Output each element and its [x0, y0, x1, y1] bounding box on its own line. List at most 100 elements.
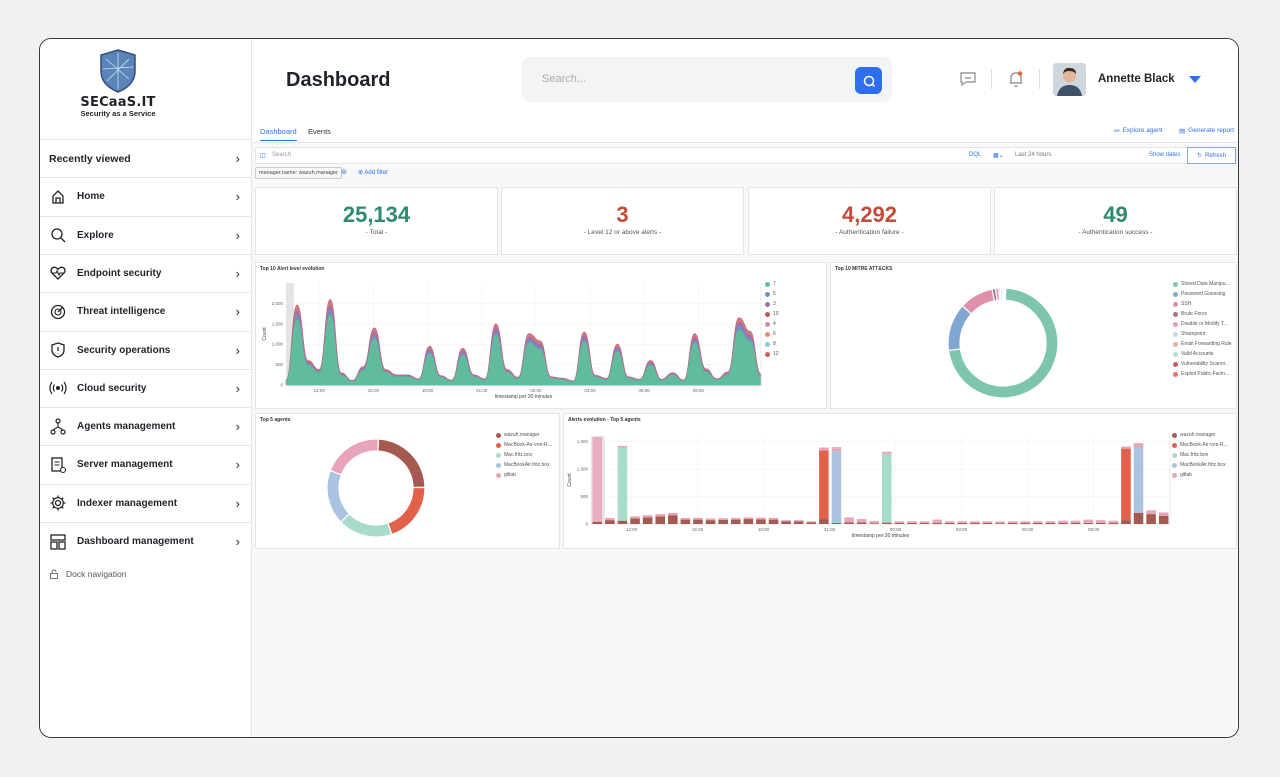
bar-segment[interactable]	[1070, 522, 1081, 524]
bar-segment[interactable]	[1146, 514, 1156, 524]
saved-query-icon[interactable]: ◫	[260, 153, 266, 159]
bar-segment[interactable]	[831, 447, 842, 449]
bar-segment[interactable]	[894, 521, 905, 523]
bar-segment[interactable]	[1121, 448, 1131, 521]
bar-segment[interactable]	[932, 519, 942, 523]
pie-slice[interactable]	[947, 305, 973, 352]
bar-segment[interactable]	[693, 517, 703, 520]
chat-icon[interactable]	[958, 69, 978, 89]
bar-segment[interactable]	[617, 445, 628, 448]
legend-item[interactable]: Email Forwarding Rule	[1173, 339, 1232, 349]
bar-segment[interactable]	[605, 520, 615, 524]
bar-segment[interactable]	[705, 518, 716, 521]
bar-segment[interactable]	[1121, 520, 1131, 524]
bar-segment[interactable]	[919, 521, 930, 523]
bar-segment[interactable]	[1045, 522, 1056, 524]
sidebar-item-dashboard-management[interactable]: Dashboard management ›	[40, 522, 252, 560]
calendar-icon[interactable]: ▦⌄	[993, 153, 1004, 159]
pie-slice[interactable]	[961, 288, 996, 315]
legend-item[interactable]: gitlab	[496, 470, 552, 480]
bar-segment[interactable]	[844, 522, 854, 524]
legend-item[interactable]: wazuh.manager	[496, 430, 552, 440]
legend-item[interactable]: 8	[765, 339, 779, 349]
query-bar[interactable]: ◫ Search DQL ▦⌄ Last 24 hours Show dates…	[255, 147, 1237, 164]
legend-item[interactable]: 7	[765, 279, 779, 289]
sidebar-item-home[interactable]: Home ›	[40, 177, 252, 215]
bar-segment[interactable]	[831, 451, 842, 523]
bar-segment[interactable]	[806, 522, 817, 524]
bar-segment[interactable]	[756, 519, 766, 524]
legend-item[interactable]: 3	[765, 299, 779, 309]
bar-segment[interactable]	[957, 522, 968, 524]
time-range[interactable]: Last 24 hours	[1015, 152, 1052, 158]
bar-segment[interactable]	[617, 447, 628, 521]
bar-segment[interactable]	[793, 520, 804, 522]
bar-segment[interactable]	[592, 437, 603, 521]
legend-item[interactable]: MacBook-Air-von-R...	[1172, 440, 1228, 450]
bar-segment[interactable]	[642, 517, 653, 524]
legend-item[interactable]: Stored Data Manipu...	[1173, 279, 1232, 289]
bar-segment[interactable]	[1083, 519, 1093, 523]
bar-segment[interactable]	[1095, 522, 1106, 524]
bar-segment[interactable]	[730, 519, 741, 524]
sidebar-item-server-management[interactable]: Server management ›	[40, 445, 252, 483]
refresh-button[interactable]: ↻ Refresh	[1187, 147, 1236, 164]
bar-segment[interactable]	[856, 519, 867, 523]
legend-item[interactable]: gitlab	[1172, 470, 1228, 480]
tab-dashboard[interactable]: Dashboard	[260, 127, 297, 141]
sidebar-item-explore[interactable]: Explore ›	[40, 215, 252, 254]
pie-slice[interactable]	[326, 469, 351, 523]
bar-segment[interactable]	[995, 523, 1005, 524]
pie-slice[interactable]	[329, 438, 380, 476]
legend-item[interactable]: MacBookAir.fritz.box	[1172, 460, 1228, 470]
bar-segment[interactable]	[919, 522, 930, 524]
bar-segment[interactable]	[1007, 521, 1018, 523]
bar-segment[interactable]	[630, 516, 640, 519]
bar-segment[interactable]	[1133, 513, 1144, 524]
bar-segment[interactable]	[944, 522, 955, 524]
sidebar-item-security-operations[interactable]: Security operations ›	[40, 330, 252, 369]
bar-segment[interactable]	[957, 521, 968, 523]
metric-card[interactable]: 4,292 - Authentication failure -	[748, 187, 991, 255]
bar-segment[interactable]	[705, 520, 716, 524]
bar-segment[interactable]	[869, 520, 879, 524]
bar-segment[interactable]	[970, 521, 980, 523]
bar-segment[interactable]	[882, 522, 892, 524]
bar-segment[interactable]	[1133, 447, 1144, 513]
bar-segment[interactable]	[730, 517, 741, 520]
logo[interactable]: SECaaS.IT Security as a Service	[78, 49, 158, 118]
bar-segment[interactable]	[1020, 522, 1031, 524]
pie-slice[interactable]	[387, 486, 426, 536]
bar-segment[interactable]	[1070, 520, 1081, 523]
metric-card[interactable]: 25,134 - Total -	[255, 187, 498, 255]
show-dates-button[interactable]: Show dates	[1149, 152, 1181, 158]
metric-card[interactable]: 49 - Authentication success -	[994, 187, 1237, 255]
bar-segment[interactable]	[743, 519, 754, 524]
explore-agent-link[interactable]: ⚯ Explore agent	[1114, 127, 1163, 135]
filter-pill[interactable]: manager.name: wazuh.manager	[255, 167, 342, 179]
legend-item[interactable]: 4	[765, 319, 779, 329]
avatar[interactable]	[1053, 63, 1086, 96]
bar-segment[interactable]	[617, 520, 628, 524]
bar-segment[interactable]	[907, 522, 917, 524]
bar-segment[interactable]	[756, 517, 766, 520]
bar-segment[interactable]	[1108, 522, 1119, 524]
bar-segment[interactable]	[1045, 521, 1056, 523]
legend-item[interactable]: Valid Accounts	[1173, 349, 1232, 359]
bar-segment[interactable]	[592, 521, 603, 524]
bar-segment[interactable]	[1108, 520, 1119, 523]
pie-slice[interactable]	[1003, 287, 1007, 301]
legend-item[interactable]: Brute Force	[1173, 309, 1232, 319]
sidebar-item-cloud-security[interactable]: Cloud security ›	[40, 368, 252, 407]
legend-item[interactable]: 12	[765, 349, 779, 359]
bar-segment[interactable]	[1083, 522, 1093, 524]
legend-item[interactable]: Disable or Modify T...	[1173, 319, 1232, 329]
bar-segment[interactable]	[831, 448, 842, 452]
pie-slice[interactable]	[377, 438, 426, 489]
bar-segment[interactable]	[1095, 520, 1106, 523]
bar-segment[interactable]	[718, 519, 728, 524]
bar-segment[interactable]	[995, 521, 1005, 524]
bar-segment[interactable]	[680, 517, 691, 520]
bar-segment[interactable]	[743, 517, 754, 520]
bar-segment[interactable]	[932, 522, 942, 524]
